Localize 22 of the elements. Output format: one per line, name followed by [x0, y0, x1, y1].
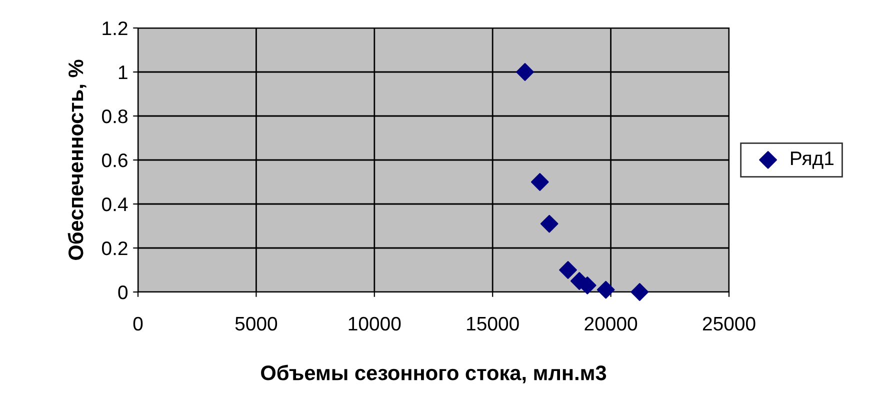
point [516, 63, 534, 81]
y-axis-title: Обеспеченность, % [68, 60, 86, 260]
y-tick-label: 0.2 [102, 241, 128, 256]
y-tick-label: 0.6 [102, 153, 128, 168]
point [559, 261, 577, 279]
point [540, 214, 558, 233]
point [596, 280, 615, 299]
y-tick-label: 1.2 [102, 21, 128, 36]
x-tick-label: 10000 [348, 316, 401, 331]
x-tick-label: 0 [133, 316, 143, 331]
x-tick-label: 20000 [584, 316, 638, 331]
y-tick-label: 1 [118, 66, 128, 80]
x-tick-label: 15000 [467, 316, 519, 331]
y-tick-label: 0.4 [102, 197, 128, 212]
x-tick-label: 25000 [702, 316, 756, 331]
point [630, 283, 649, 301]
x-tick-label: 5000 [235, 316, 278, 331]
x-axis-title: Объемы сезонного стока, млн.м3 [261, 364, 606, 384]
y-tick-label: 0.8 [102, 109, 128, 124]
point [530, 173, 549, 191]
y-tick-label: 0 [118, 285, 128, 300]
legend-label: Ряд1 [791, 152, 834, 169]
